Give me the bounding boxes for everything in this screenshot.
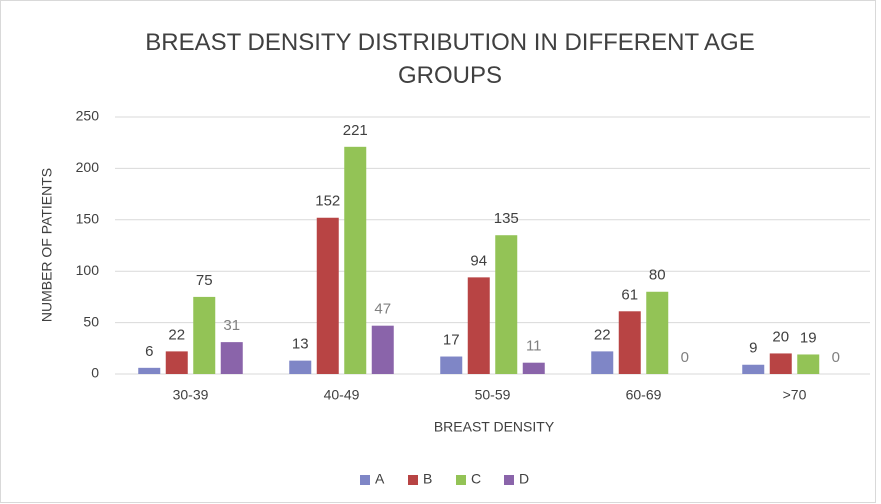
data-label: 47 (374, 301, 391, 318)
data-label: 80 (649, 267, 666, 284)
data-label: 135 (494, 210, 519, 227)
legend-label: B (423, 471, 432, 487)
data-label: 221 (343, 122, 368, 139)
bar (165, 351, 188, 374)
data-label: 0 (681, 349, 689, 366)
x-tick-label: 40-49 (324, 387, 360, 403)
bar (646, 291, 669, 374)
legend-swatch (504, 475, 514, 485)
legend-swatch (360, 475, 370, 485)
bar (138, 367, 161, 374)
bar (618, 311, 641, 374)
data-label: 9 (749, 340, 757, 357)
legend-swatch (456, 475, 466, 485)
data-label: 75 (196, 272, 213, 289)
data-label: 13 (292, 336, 309, 353)
data-label: 22 (168, 326, 185, 343)
x-tick-label: 30-39 (173, 387, 209, 403)
bar (769, 353, 792, 374)
data-label: 6 (145, 343, 153, 360)
x-axis-label: BREAST DENSITY (434, 419, 555, 435)
bar (467, 277, 490, 374)
bar (797, 354, 820, 374)
bar (193, 296, 216, 374)
bar (344, 146, 367, 374)
y-tick-label: 100 (76, 262, 100, 278)
data-label: 152 (315, 193, 340, 210)
legend-label: D (519, 471, 529, 487)
bar (495, 235, 518, 374)
data-label: 31 (223, 317, 240, 334)
x-tick-label: 60-69 (626, 387, 662, 403)
bar (316, 217, 339, 374)
y-tick-label: 0 (91, 365, 99, 381)
y-tick-label: 200 (76, 159, 100, 175)
legend-label: C (471, 471, 481, 487)
y-tick-label: 50 (83, 313, 99, 329)
legend-swatch (408, 475, 418, 485)
data-label: 17 (443, 331, 460, 348)
y-tick-label: 250 (76, 108, 100, 124)
bar (289, 360, 312, 374)
x-tick-label: >70 (783, 387, 807, 403)
bar (220, 342, 243, 374)
bar (522, 362, 545, 374)
chart-title: BREAST DENSITY DISTRIBUTION IN DIFFERENT… (145, 29, 755, 89)
y-axis-label: NUMBER OF PATIENTS (39, 168, 55, 322)
data-label: 20 (772, 328, 789, 345)
data-label: 94 (470, 252, 487, 269)
bar (742, 364, 765, 374)
data-label: 22 (594, 326, 611, 343)
data-label: 19 (800, 329, 817, 346)
data-label: 11 (526, 338, 542, 355)
bar (591, 351, 614, 374)
data-label: 61 (621, 286, 638, 303)
bar (440, 356, 463, 374)
y-tick-label: 150 (76, 211, 100, 227)
data-label: 0 (832, 349, 840, 366)
x-tick-label: 50-59 (475, 387, 511, 403)
legend-label: A (375, 471, 385, 487)
bar (371, 325, 394, 374)
